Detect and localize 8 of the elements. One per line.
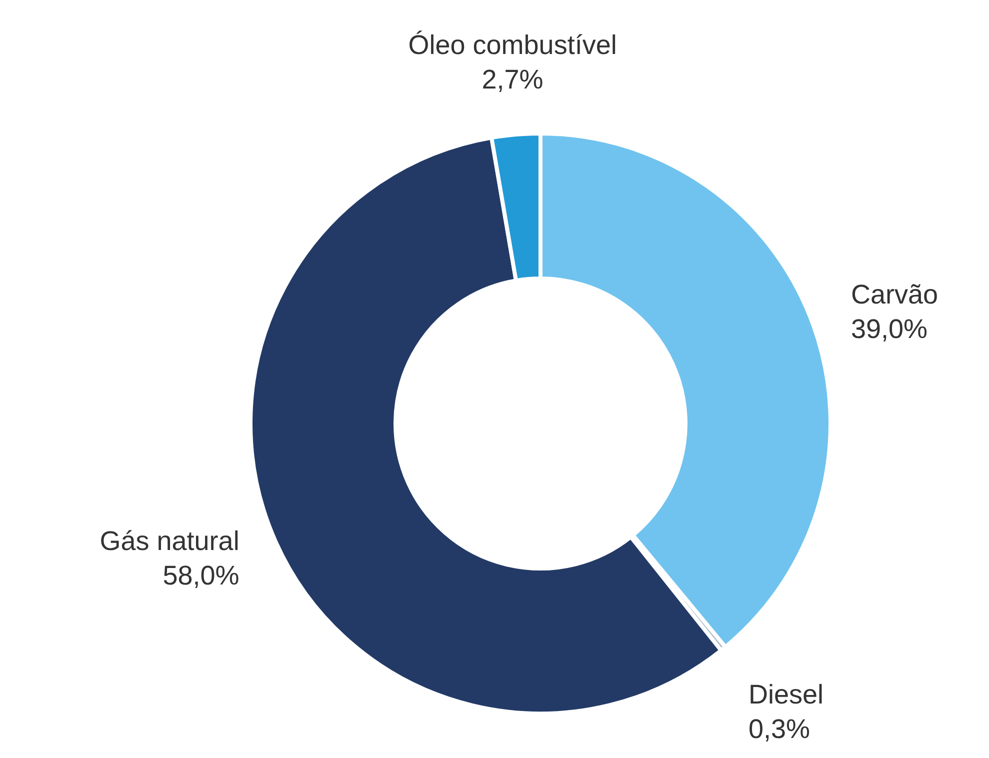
data-label: 39,0% [850,314,928,344]
data-label: 0,3% [748,714,810,744]
data-label: 58,0% [162,560,240,591]
slice-label: Carvão [850,279,938,310]
slice-label: Gás natural [100,526,240,556]
slice-label: Óleo combustível [408,30,617,60]
slice-label: Diesel [748,680,824,710]
data-label: 2,7% [482,64,544,95]
